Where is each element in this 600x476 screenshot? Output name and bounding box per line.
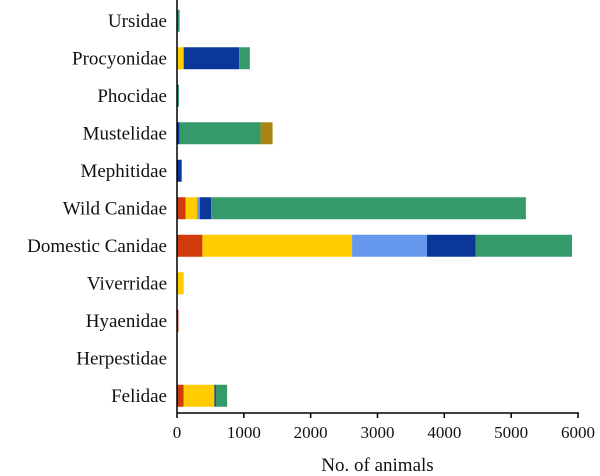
bar-segment-domestic-canidae-5: [475, 234, 572, 257]
x-tick-label-4000: 4000: [427, 423, 461, 442]
bar-segment-mephitidae-4: [177, 159, 182, 182]
bars-layer: [177, 9, 572, 407]
x-axis-ticks: 0 1000 2000 3000 4000 5000 6000: [173, 413, 595, 442]
x-tick-label-3000: 3000: [361, 423, 395, 442]
bar-segment-felidae-4: [214, 384, 216, 407]
category-label-mustelidae: Mustelidae: [83, 123, 167, 144]
bar-segment-mustelidae-6: [260, 122, 273, 145]
x-tick-label-2000: 2000: [294, 423, 328, 442]
bar-segment-phocidae-5: [177, 84, 180, 107]
category-label-ursidae: Ursidae: [108, 11, 167, 32]
x-tick-label-1000: 1000: [227, 423, 261, 442]
bar-segment-domestic-canidae-1: [177, 234, 203, 257]
bar-segment-domestic-canidae-2: [202, 234, 353, 257]
bar-segment-felidae-2: [183, 384, 215, 407]
category-label-herpestidae: Herpestidae: [76, 348, 167, 369]
bar-segment-wild-canidae-3: [197, 197, 200, 220]
category-label-procyonidae: Procyonidae: [72, 48, 167, 69]
bar-segment-domestic-canidae-4: [426, 234, 476, 257]
x-tick-label-5000: 5000: [494, 423, 528, 442]
bar-segment-mustelidae-5: [179, 122, 261, 145]
category-label-wild-canidae: Wild Canidae: [63, 198, 167, 219]
bar-segment-viverridae-2: [177, 272, 184, 295]
category-labels: Ursidae Procyonidae Phocidae Mustelidae Meph…: [27, 11, 167, 407]
bar-segment-mustelidae-4: [177, 122, 180, 145]
category-label-hyaenidae: Hyaenidae: [86, 311, 167, 332]
bar-segment-wild-canidae-4: [199, 197, 212, 220]
category-label-felidae: Felidae: [111, 386, 167, 407]
bar-segment-wild-canidae-1: [177, 197, 186, 220]
bar-segment-ursidae-5: [177, 9, 180, 32]
category-label-phocidae: Phocidae: [97, 86, 167, 107]
category-label-domestic-canidae: Domestic Canidae: [27, 236, 167, 257]
category-label-mephitidae: Mephitidae: [80, 161, 167, 182]
x-tick-label-0: 0: [173, 423, 182, 442]
x-tick-label-6000: 6000: [561, 423, 595, 442]
bar-segment-procyonidae-5: [239, 47, 250, 70]
bar-segment-wild-canidae-5: [211, 197, 526, 220]
bar-segment-wild-canidae-2: [185, 197, 198, 220]
category-label-viverridae: Viverridae: [87, 273, 167, 294]
bar-segment-procyonidae-4: [183, 47, 240, 70]
bar-segment-felidae-5: [215, 384, 228, 407]
bar-segment-domestic-canidae-3: [352, 234, 427, 257]
bar-segment-felidae-1: [177, 384, 184, 407]
x-axis-title: No. of animals: [321, 455, 433, 476]
bar-segment-procyonidae-2: [177, 47, 184, 70]
